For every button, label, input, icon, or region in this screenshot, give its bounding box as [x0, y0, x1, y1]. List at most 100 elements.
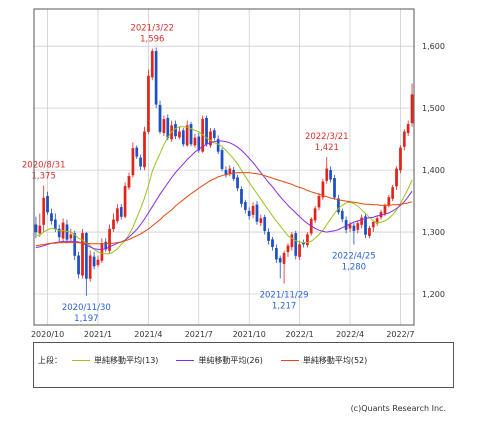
- annotation-label: 2020/8/31: [22, 161, 66, 171]
- candle-body: [325, 168, 329, 181]
- candle-body: [290, 234, 294, 248]
- candle-body: [34, 224, 38, 233]
- candle-body: [135, 147, 139, 157]
- candle-body: [150, 50, 154, 78]
- candle-body: [189, 124, 193, 145]
- moving-average-lines: [35, 126, 413, 255]
- candle-body: [147, 75, 150, 132]
- candle-body: [162, 119, 166, 134]
- candle-body: [391, 187, 395, 199]
- candle-body: [337, 198, 340, 213]
- candle-body: [255, 204, 259, 222]
- candle-body: [209, 131, 212, 146]
- candle-body: [232, 169, 236, 179]
- candle-body: [251, 205, 255, 215]
- candle-body: [100, 243, 104, 261]
- candle-body: [53, 219, 57, 230]
- candle-body: [282, 252, 286, 264]
- x-tick-label: 2022/1: [286, 330, 314, 339]
- candle-body: [139, 157, 142, 167]
- sma26-line: [35, 140, 413, 250]
- chart-grid: [34, 9, 414, 325]
- candle-body: [220, 150, 224, 170]
- candle-body: [73, 233, 77, 256]
- candle-body: [274, 248, 278, 260]
- sma52-line: [35, 172, 413, 247]
- candle-body: [193, 137, 197, 146]
- x-tick-label: 2021/7: [185, 330, 213, 339]
- candle-body: [383, 205, 387, 214]
- candle-body: [247, 210, 251, 217]
- candle-body: [352, 225, 356, 231]
- legend-item-sma26: 単純移動平均(26): [176, 355, 263, 366]
- legend-swatch-sma52: [280, 360, 299, 361]
- legend-label-sma13: 単純移動平均(13): [94, 356, 159, 365]
- candlestick-series: [34, 47, 414, 296]
- candle-body: [112, 219, 115, 230]
- x-tick-label: 2020/10: [31, 330, 64, 339]
- candle-body: [271, 239, 274, 248]
- legend-row: 上段： 単純移動平均(13) 単純移動平均(26) 単純移動平均(52): [38, 355, 385, 366]
- candle-body: [317, 195, 321, 208]
- annotation-label: 2020/11/30: [62, 303, 111, 313]
- legend-swatch-sma13: [72, 360, 90, 361]
- candle-body: [197, 136, 201, 151]
- annotation-label: 1,375: [32, 172, 56, 182]
- candle-body: [185, 125, 189, 146]
- candle-body: [302, 243, 305, 245]
- x-tick-label: 2021/4: [134, 330, 162, 339]
- annotation-label: 1,217: [272, 301, 296, 311]
- candle-body: [364, 216, 367, 235]
- candle-body: [84, 233, 88, 279]
- legend-label-sma52: 単純移動平均(52): [302, 356, 368, 365]
- price-annotations: 2020/8/311,375 2021/3/221,596 2022/3/211,4…: [22, 24, 376, 324]
- candle-body: [178, 131, 181, 138]
- candle-body: [143, 131, 146, 168]
- legend-item-sma52: 単純移動平均(52): [280, 355, 368, 366]
- y-tick-label: 1,300: [422, 228, 445, 237]
- candle-body: [267, 231, 270, 241]
- candle-body: [127, 176, 131, 188]
- candle-body: [263, 217, 267, 231]
- legend-label-sma26: 単純移動平均(26): [198, 356, 263, 365]
- candle-body: [166, 117, 170, 139]
- annotation-label: 2022/3/21: [305, 132, 349, 142]
- legend-swatch-sma26: [176, 360, 195, 361]
- candle-body: [88, 255, 92, 279]
- candle-body: [348, 224, 352, 229]
- y-tick-label: 1,500: [422, 104, 445, 113]
- candle-body: [131, 148, 135, 176]
- candle-body: [81, 233, 84, 276]
- candle-body: [236, 177, 239, 189]
- candle-body: [42, 197, 46, 225]
- candle-body: [77, 255, 80, 275]
- y-tick-label: 1,400: [422, 166, 445, 175]
- candle-body: [306, 234, 309, 246]
- x-tick-label: 2021/10: [233, 330, 266, 339]
- candle-body: [96, 259, 100, 266]
- candle-body: [38, 225, 42, 234]
- candle-body: [158, 104, 162, 132]
- candle-body: [154, 50, 158, 105]
- copyright-text: (c)Quants Research Inc.: [350, 404, 446, 413]
- annotation-label: 1,596: [140, 35, 164, 45]
- candle-body: [116, 208, 119, 222]
- x-tick-label: 2021/1: [84, 330, 112, 339]
- candle-body: [298, 244, 301, 257]
- candle-body: [181, 130, 185, 145]
- candle-body: [212, 130, 216, 139]
- candle-body: [399, 147, 402, 171]
- candle-body: [387, 197, 391, 205]
- candle-body: [57, 228, 61, 238]
- candle-body: [224, 169, 228, 176]
- annotation-label: 2022/4/25: [332, 251, 376, 261]
- candle-body: [50, 213, 53, 222]
- candle-body: [375, 218, 379, 224]
- plot-frame: [33, 8, 415, 326]
- candle-body: [371, 221, 375, 228]
- candle-body: [65, 224, 69, 240]
- candle-body: [395, 168, 398, 187]
- plot-area: [34, 9, 414, 325]
- candle-body: [321, 181, 325, 198]
- candle-body: [294, 233, 298, 256]
